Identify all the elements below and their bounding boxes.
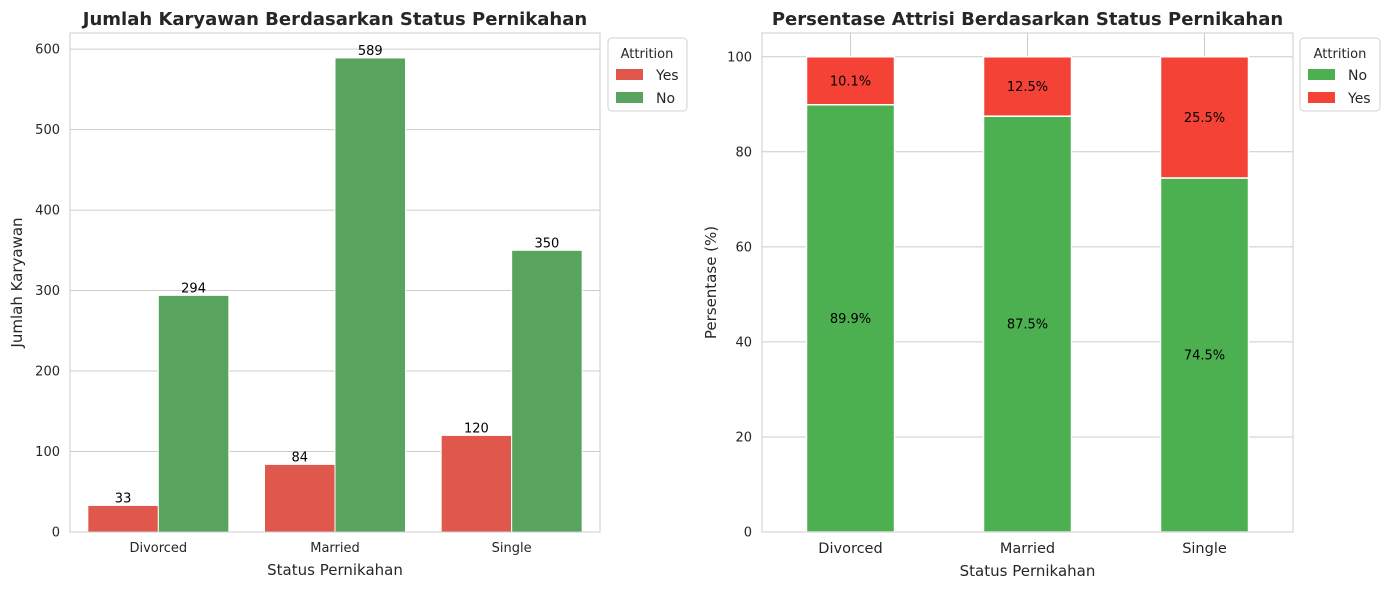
segment-percent-label: 74.5%	[1184, 348, 1225, 363]
x-tick-label: Divorced	[818, 541, 882, 557]
x-tick-label: Divorced	[129, 541, 187, 556]
x-tick-label: Single	[1182, 541, 1227, 557]
bar-value-label: 589	[358, 44, 383, 59]
bar-value-label: 84	[291, 450, 308, 465]
bar	[334, 57, 406, 533]
bar-value-label: 294	[181, 281, 206, 296]
bar-value-label: 33	[115, 491, 132, 506]
segment-percent-label: 89.9%	[830, 312, 871, 327]
y-tick-label: 20	[735, 430, 752, 445]
segment-percent-label: 25.5%	[1184, 111, 1225, 126]
legend-label: No	[1348, 68, 1367, 84]
legend-label: Yes	[655, 68, 679, 84]
x-tick-label: Married	[1000, 541, 1055, 557]
stacked-bar-segment	[982, 56, 1073, 117]
y-tick-label: 100	[35, 445, 60, 460]
bar	[511, 249, 583, 533]
y-tick-label: 500	[35, 123, 60, 138]
legend-swatch	[1308, 69, 1335, 80]
chart-title: Persentase Attrisi Berdasarkan Status Pe…	[772, 9, 1283, 30]
legend-title: Attrition	[1314, 47, 1367, 62]
y-axis-label: Jumlah Karyawan	[8, 217, 26, 348]
legend-swatch	[616, 69, 643, 80]
legend-swatch	[1308, 92, 1335, 103]
y-tick-label: 0	[52, 526, 60, 541]
stacked-bar-segment	[1159, 56, 1250, 179]
stacked-bar-segment	[805, 56, 896, 106]
segment-percent-label: 12.5%	[1007, 80, 1048, 95]
bar	[264, 463, 336, 533]
y-tick-label: 600	[35, 43, 60, 58]
bar	[157, 294, 230, 533]
x-axis-label: Status Pernikahan	[267, 561, 403, 579]
legend-label: No	[656, 91, 675, 107]
bar	[440, 434, 513, 533]
segment-percent-label: 10.1%	[830, 74, 871, 89]
bar-value-label: 350	[535, 236, 560, 251]
plot-frame	[761, 32, 1294, 533]
y-tick-label: 400	[35, 204, 60, 219]
legend-title: Attrition	[621, 47, 674, 62]
legend-swatch	[616, 92, 643, 103]
segment-percent-label: 87.5%	[1007, 318, 1048, 333]
stacked-bar-segment	[982, 115, 1073, 533]
bar-value-label: 120	[464, 421, 489, 436]
bar	[87, 504, 159, 533]
y-tick-label: 0	[744, 526, 752, 541]
chart-title: Jumlah Karyawan Berdasarkan Status Perni…	[81, 9, 587, 30]
x-tick-label: Single	[492, 541, 532, 556]
y-tick-label: 60	[735, 240, 752, 255]
y-tick-label: 100	[727, 50, 752, 65]
y-tick-label: 80	[735, 145, 752, 160]
y-axis-label: Persentase (%)	[702, 226, 720, 339]
stacked-bar-segment	[1159, 177, 1250, 533]
legend-label: Yes	[1347, 91, 1371, 107]
x-tick-label: Married	[310, 541, 360, 556]
y-tick-label: 40	[735, 335, 752, 350]
y-tick-label: 200	[35, 365, 60, 380]
plot-frame	[69, 32, 601, 533]
x-axis-label: Status Pernikahan	[960, 562, 1096, 580]
y-tick-label: 300	[35, 284, 60, 299]
